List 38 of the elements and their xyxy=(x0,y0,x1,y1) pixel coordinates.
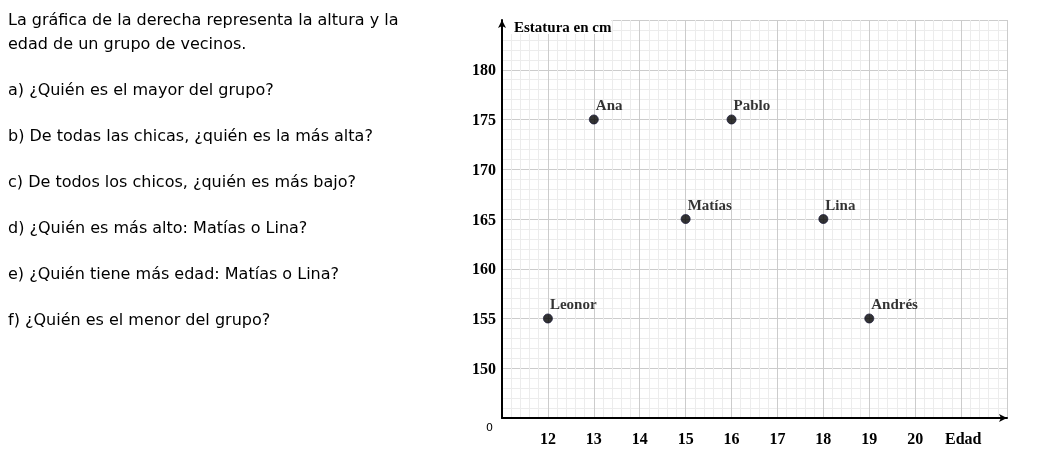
x-tick-label: 19 xyxy=(861,429,878,447)
annotation: Pablo xyxy=(733,97,771,113)
x-tick-label: 20 xyxy=(907,429,924,447)
x-tick-label: 16 xyxy=(723,429,740,447)
text: d) ¿Quién es más alto: Matías o Lina? xyxy=(8,217,309,239)
x-axis-title: Edad xyxy=(945,429,982,447)
point xyxy=(818,214,829,224)
point xyxy=(726,114,737,125)
x-tick-label: 13 xyxy=(585,429,602,447)
point xyxy=(542,313,553,324)
y-tick-label: 165 xyxy=(472,210,496,228)
text: a) ¿Quién es el mayor del grupo? xyxy=(8,79,275,101)
y-axis-title: Estatura en cm xyxy=(514,18,612,35)
x-tick-label: 18 xyxy=(815,429,832,447)
y-tick-label: 160 xyxy=(472,260,496,278)
y-tick-label: 155 xyxy=(472,310,496,327)
x-tick-label: 14 xyxy=(631,429,648,447)
text: f) ¿Quién es el menor del grupo? xyxy=(8,309,272,331)
text: 0 xyxy=(486,421,493,434)
point xyxy=(864,313,875,324)
text: e) ¿Quién tiene más edad: Matías o Lina? xyxy=(8,263,341,285)
point xyxy=(588,114,599,125)
annotation: Matías xyxy=(687,196,732,213)
y-tick-label: 170 xyxy=(472,160,496,178)
annotation: Ana xyxy=(595,97,623,113)
y-tick-label: 150 xyxy=(472,359,496,377)
annotation: Leonor xyxy=(549,296,597,312)
text: c) De todos los chicos, ¿quién es más bajo? xyxy=(8,171,357,193)
x-tick-label: 17 xyxy=(769,429,786,447)
annotation: Andrés xyxy=(871,296,919,312)
text: La gráfica de la derecha representa la altura y la edad de un grupo de vecinos. xyxy=(8,9,400,55)
x-tick-label: 12 xyxy=(539,429,556,447)
y-tick-label: 175 xyxy=(472,111,496,128)
x-tick-label: 15 xyxy=(677,429,694,447)
text: b) De todas las chicas, ¿quién es la más alta? xyxy=(8,125,374,147)
y-tick-label: 180 xyxy=(472,61,496,79)
point xyxy=(680,214,691,224)
annotation: Lina xyxy=(825,196,856,213)
